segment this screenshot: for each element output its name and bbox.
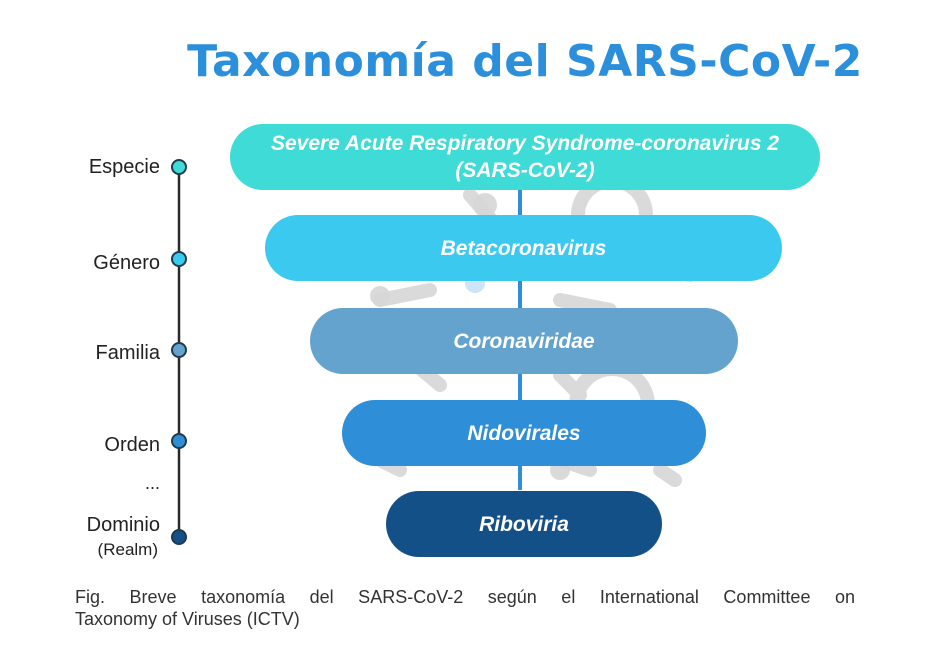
level-pill-especie: Severe Acute Respiratory Syndrome-corona… [230,124,820,190]
level-pill-dominio: Riboviria [386,491,662,557]
rank-ellipsis: ... [144,473,160,493]
level-especie-name: Severe Acute Respiratory Syndrome-corona… [270,132,780,155]
page-title: Taxonomía del SARS-CoV-2 [187,36,863,87]
rank-dot-genero [171,251,187,267]
level-pill-familia: Coronaviridae [310,308,738,374]
rank-label-familia: Familia [95,342,160,364]
rank-dot-especie [171,159,187,175]
level-genero-name: Betacoronavirus [440,236,607,260]
rank-dot-familia [171,342,187,358]
caption-line-2: Taxonomy of Viruses (ICTV) [75,609,300,629]
rank-dot-dominio [171,529,187,545]
rank-label-especie: Especie [88,156,160,178]
rank-label-dominio: Dominio [86,514,160,536]
level-pill-genero: Betacoronavirus [265,215,782,281]
level-pill-orden: Nidovirales [342,400,706,466]
figure-caption: Fig. Breve taxonomía del SARS-CoV-2 segú… [75,586,855,630]
rank-label-orden: Orden [104,434,160,456]
level-dominio-name: Riboviria [479,512,569,536]
rank-sublabel-dominio: (Realm) [97,540,158,559]
caption-line-1: Fig. Breve taxonomía del SARS-CoV-2 segú… [75,587,855,607]
level-familia-name: Coronaviridae [453,329,595,353]
level-especie-abbrev: (SARS-CoV-2) [455,159,595,182]
rank-dot-orden [171,433,187,449]
rank-label-genero: Género [93,252,160,274]
level-orden-name: Nidovirales [467,421,581,445]
